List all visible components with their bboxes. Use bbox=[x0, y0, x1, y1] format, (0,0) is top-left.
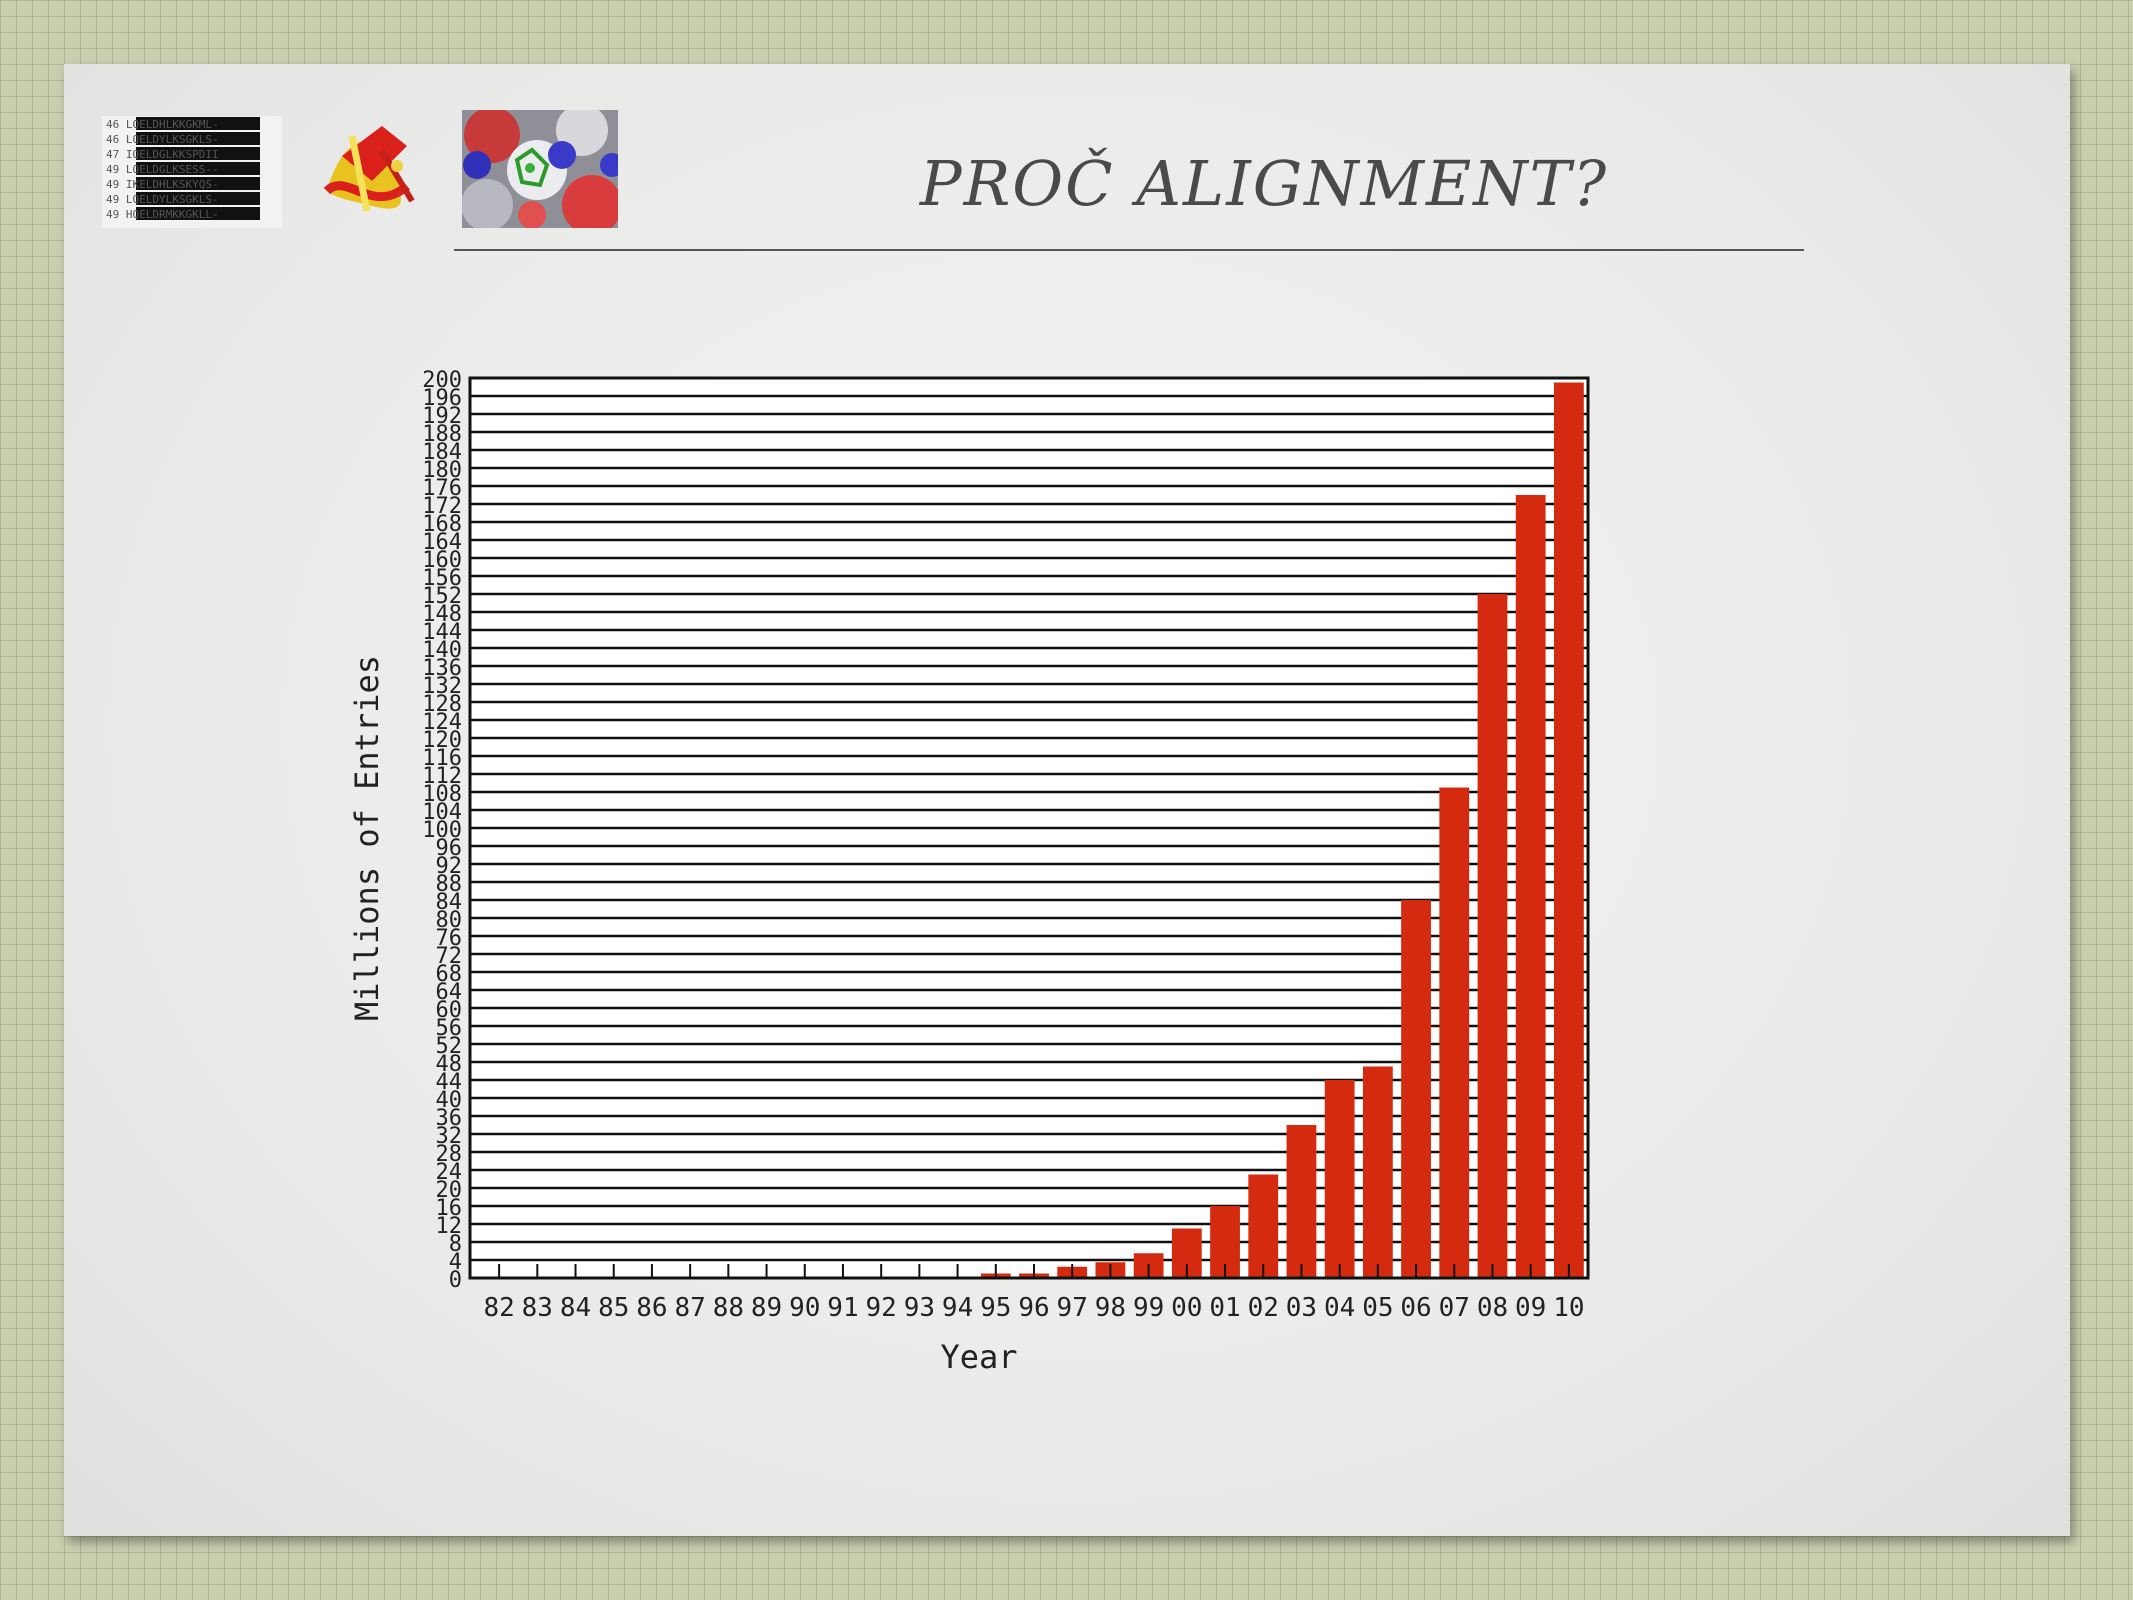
alignment-row: 49 LQELDYLKSGKLS- bbox=[106, 193, 219, 206]
alignment-row-block bbox=[136, 207, 260, 220]
alignment-row-block bbox=[136, 132, 260, 145]
alignment-row-block bbox=[136, 117, 260, 130]
alignment-row: 47 IQELDGLKKSPDII bbox=[106, 148, 219, 161]
alignment-row: 46 LQELDYLKSGKLS- bbox=[106, 133, 219, 146]
alignment-row: 49 LQELDGLKSESS-- bbox=[106, 163, 219, 176]
alignment-row: 46 LQELDHLKKGKML- bbox=[106, 118, 219, 131]
protein-surface-icon bbox=[462, 110, 618, 228]
alignment-row-block bbox=[136, 192, 260, 205]
slide: 46 LQELDHLKKGKML- 46 LQELDYLKSGKLS- 47 IQE… bbox=[64, 64, 2070, 1536]
alignment-row: 49 HQELDRMKKGKLL- bbox=[106, 208, 219, 221]
title-divider bbox=[454, 249, 1804, 251]
alignment-row-block bbox=[136, 162, 260, 175]
sequence-alignment-icon: 46 LQELDHLKKGKML- 46 LQELDYLKSGKLS- 47 IQE… bbox=[102, 116, 282, 228]
protein-ribbon-icon bbox=[312, 106, 430, 234]
slide-title: PROČ ALIGNMENT? bbox=[919, 147, 1609, 220]
alignment-row-block bbox=[136, 177, 260, 190]
alignment-row-block bbox=[136, 147, 260, 160]
alignment-row: 49 IKELDHLKSKYQS- bbox=[106, 178, 219, 191]
